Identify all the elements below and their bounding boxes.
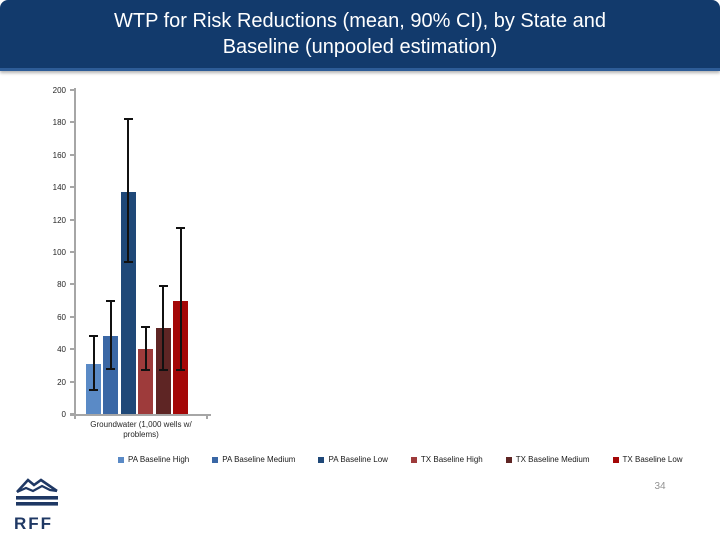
legend-marker-icon <box>118 456 124 463</box>
y-tick-mark <box>70 283 75 286</box>
error-bar-tx-baseline-low <box>179 227 182 371</box>
y-tick-label: 0 <box>61 410 66 419</box>
y-tick-label: 20 <box>57 377 66 387</box>
plot-area <box>76 90 210 414</box>
y-tick-mark <box>70 121 75 124</box>
y-tick-mark <box>70 380 75 383</box>
y-tick-label: 60 <box>57 312 66 322</box>
x-axis-line <box>70 414 211 416</box>
y-tick-label: 140 <box>52 183 66 193</box>
legend-label: TX Baseline Low <box>622 455 683 464</box>
legend-marker-icon <box>612 456 619 463</box>
y-tick-mark <box>70 89 75 91</box>
y-tick-mark <box>70 218 75 221</box>
legend-marker-icon <box>410 456 417 463</box>
y-tick-mark <box>70 348 75 351</box>
error-bar-cap <box>106 299 116 302</box>
legend-item-pa-baseline-low: PA Baseline Low <box>318 455 388 464</box>
y-tick-mark <box>70 315 75 318</box>
bar-tx-baseline-high <box>138 349 154 414</box>
error-bar-cap <box>89 388 98 391</box>
slide-title-line-1: WTP for Risk Reductions (mean, 90% CI), … <box>113 10 607 32</box>
legend-item-tx-baseline-medium: TX Baseline Medium <box>505 455 590 464</box>
error-bar-cap <box>141 369 151 372</box>
rff-logo: RFF <box>14 476 64 532</box>
bar-pa-baseline-low <box>120 192 136 414</box>
bar-pa-baseline-medium <box>103 336 119 414</box>
rff-logo-text: RFF <box>14 514 54 533</box>
legend-item-pa-baseline-high: PA Baseline High <box>118 455 189 464</box>
error-bar-pa-baseline-medium <box>109 300 112 369</box>
error-bar-cap <box>176 369 185 372</box>
page-number: 34 <box>654 481 666 492</box>
y-tick-mark <box>70 251 75 253</box>
error-bar-pa-baseline-low <box>127 119 130 262</box>
slide-title-line-2: Baseline (unpooled estimation) <box>222 36 498 58</box>
y-axis-labels: 0 20 40 60 80 100 120 140 160 180 200 <box>0 86 66 419</box>
category-label-line-2: problems) <box>123 430 159 439</box>
y-axis-line <box>74 88 76 417</box>
legend-label: PA Baseline Medium <box>222 455 296 464</box>
error-bar-cap <box>89 335 98 338</box>
error-bar-cap <box>158 369 168 372</box>
error-bar-cap <box>141 325 151 328</box>
legend-marker-icon <box>318 456 325 463</box>
x-axis-category-label: Groundwater (1,000 wells w/ problems) <box>66 420 216 440</box>
error-bar-cap <box>158 285 168 288</box>
error-bar-cap <box>176 226 185 229</box>
legend-marker-icon <box>212 456 219 463</box>
error-bar-tx-baseline-medium <box>162 286 165 371</box>
y-tick-mark <box>70 413 75 415</box>
legend-label: PA Baseline High <box>128 455 190 464</box>
rff-logo-mountain-icon <box>16 478 58 506</box>
y-tick-mark <box>70 153 75 156</box>
y-tick-label: 160 <box>52 150 66 160</box>
error-bar-cap <box>123 118 133 121</box>
y-tick-label: 180 <box>52 118 66 128</box>
legend-label: PA Baseline Low <box>328 455 388 464</box>
legend-item-tx-baseline-low: TX Baseline Low <box>612 455 683 464</box>
legend-item-pa-baseline-medium: PA Baseline Medium <box>212 455 295 464</box>
error-bar-cap <box>106 367 116 370</box>
chart-legend: PA Baseline High PA Baseline Medium PA Bas… <box>118 455 683 464</box>
legend-label: TX Baseline High <box>420 455 483 464</box>
legend-item-tx-baseline-high: TX Baseline High <box>410 455 483 464</box>
y-tick-label: 80 <box>57 280 66 290</box>
y-tick-mark <box>70 186 75 189</box>
error-bar-cap <box>123 260 133 263</box>
legend-label: TX Baseline Medium <box>515 455 590 464</box>
x-axis-right-tick <box>206 416 208 419</box>
slide-title-bar: WTP for Risk Reductions (mean, 90% CI), … <box>0 0 720 71</box>
legend-marker-icon <box>505 456 512 463</box>
y-tick-label: 40 <box>57 345 66 355</box>
x-axis-left-tick <box>74 416 76 419</box>
y-tick-label: 200 <box>52 86 66 95</box>
y-tick-label: 100 <box>52 248 66 257</box>
category-label-line-1: Groundwater (1,000 wells w/ <box>90 420 192 429</box>
error-bar-pa-baseline-high <box>92 336 95 390</box>
error-bar-tx-baseline-high <box>144 326 147 371</box>
y-tick-label: 120 <box>52 215 66 225</box>
